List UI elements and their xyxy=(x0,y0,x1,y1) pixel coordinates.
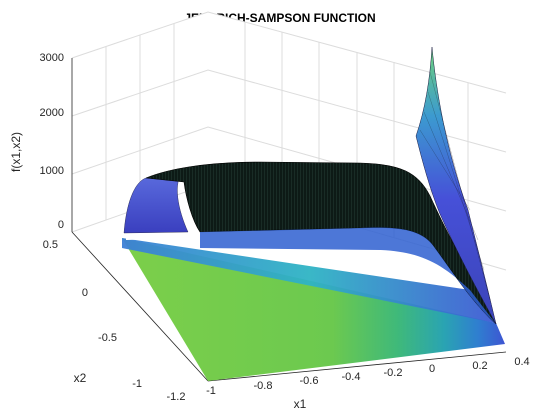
z-tick-label: 1000 xyxy=(40,165,64,177)
surface-peak xyxy=(415,46,497,325)
surface-ridge-band xyxy=(122,238,496,323)
z-axis: 0 1000 2000 3000 f(x1,x2) xyxy=(9,52,64,231)
x-tick-label: -1 xyxy=(206,385,216,397)
surface-ridge-front xyxy=(200,227,496,324)
x-tick-label: 0.2 xyxy=(472,360,487,372)
box-edges xyxy=(71,58,507,382)
x-axis-label: x1 xyxy=(294,397,307,411)
x-tick-label: 0.4 xyxy=(514,356,529,368)
z-tick-label: 2000 xyxy=(40,107,64,119)
x-tick-label: -0.4 xyxy=(342,371,361,383)
x-axis: -1.2 -1 -0.8 -0.6 -0.4 -0.2 0 0.2 0.4 x1 xyxy=(167,356,530,411)
surface-gap xyxy=(126,231,190,240)
z-axis-label: f(x1,x2) xyxy=(9,132,23,172)
x-tick-label: -0.2 xyxy=(384,367,403,379)
surface-plot xyxy=(122,46,505,381)
y-tick-label: 0.5 xyxy=(43,239,58,251)
x-tick-label: 0 xyxy=(429,363,435,375)
y-axis: 0.5 0 -0.5 -1 x2 xyxy=(43,239,142,390)
x-tick-label: -0.6 xyxy=(300,375,319,387)
y-tick-label: 0 xyxy=(82,287,88,299)
z-tick-label: 0 xyxy=(58,219,64,231)
x-tick-label: -1.2 xyxy=(167,391,186,403)
y-axis-label: x2 xyxy=(74,371,87,385)
y-tick-label: -1 xyxy=(132,378,142,390)
surface-floor xyxy=(122,238,505,381)
x-tick-label: -0.8 xyxy=(254,380,273,392)
y-tick-label: -0.5 xyxy=(98,332,117,344)
z-tick-label: 3000 xyxy=(40,52,64,64)
surface-peak-mesh xyxy=(419,71,491,301)
